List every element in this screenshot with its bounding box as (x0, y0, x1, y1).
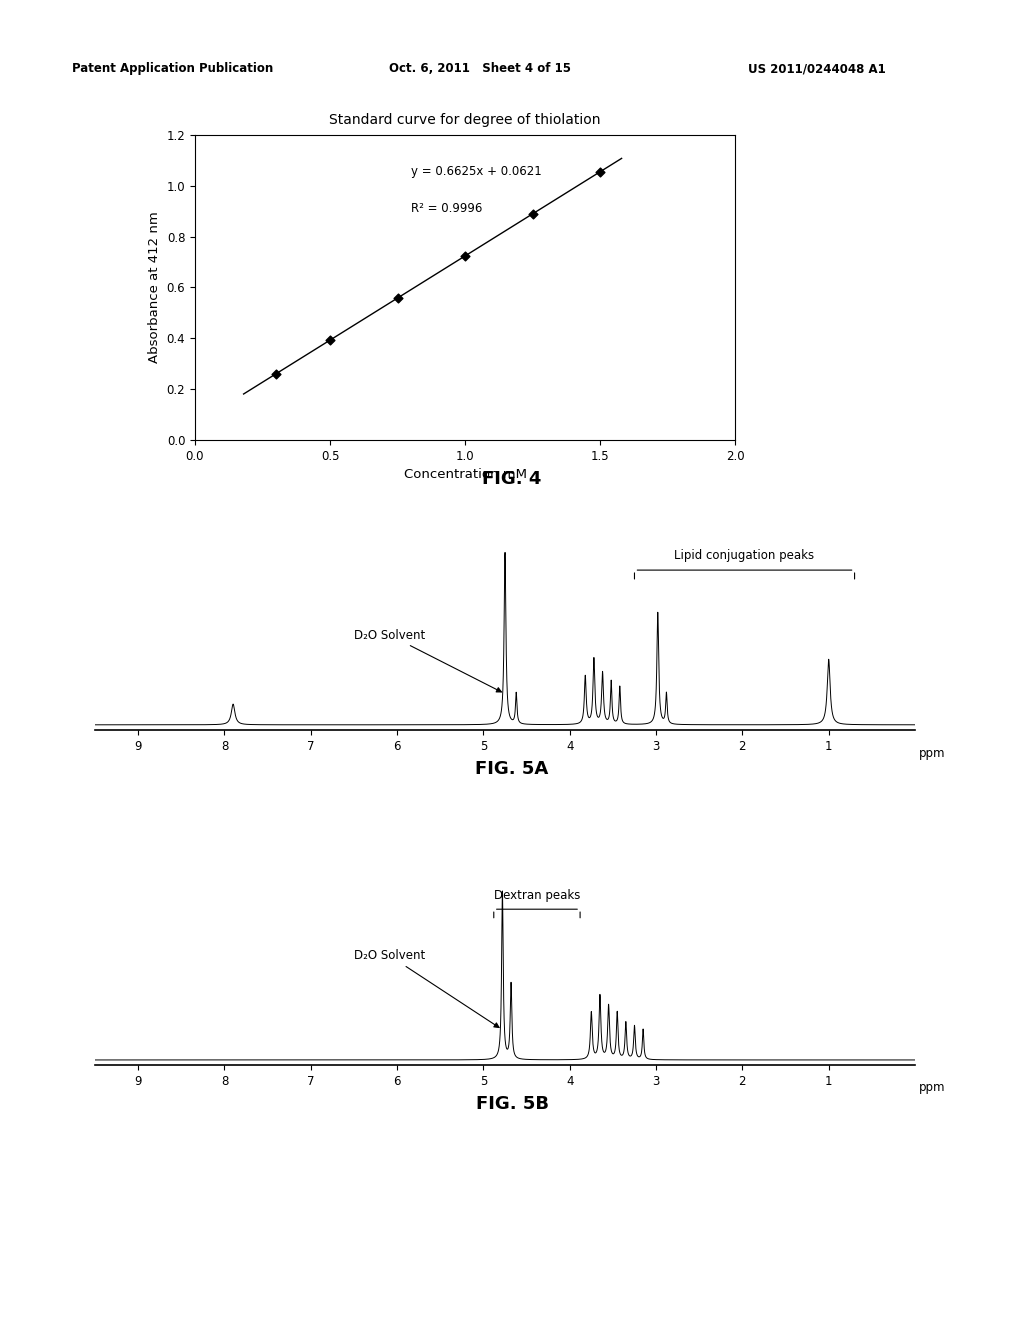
Point (457, 246, 473, 267)
Title: Standard curve for degree of thiolation: Standard curve for degree of thiolation (330, 114, 601, 127)
Text: FIG. 5A: FIG. 5A (475, 760, 549, 777)
Text: D₂O Solvent: D₂O Solvent (354, 628, 502, 692)
Text: ppm: ppm (920, 1081, 945, 1094)
Text: FIG. 5B: FIG. 5B (475, 1096, 549, 1113)
Text: ppm: ppm (920, 747, 945, 760)
Text: FIG. 4: FIG. 4 (482, 470, 542, 488)
Point (389, 288, 406, 309)
Text: US 2011/0244048 A1: US 2011/0244048 A1 (748, 62, 886, 75)
Point (268, 363, 285, 384)
Text: Dextran peaks: Dextran peaks (494, 888, 581, 902)
X-axis label: Concentration mM: Concentration mM (403, 469, 526, 482)
Text: D₂O Solvent: D₂O Solvent (354, 949, 499, 1027)
Point (592, 161, 608, 182)
Text: R² = 0.9996: R² = 0.9996 (411, 202, 482, 215)
Point (322, 329, 338, 350)
Point (524, 203, 541, 224)
Y-axis label: Absorbance at 412 nm: Absorbance at 412 nm (148, 211, 161, 363)
Text: Oct. 6, 2011   Sheet 4 of 15: Oct. 6, 2011 Sheet 4 of 15 (389, 62, 571, 75)
Text: Patent Application Publication: Patent Application Publication (72, 62, 273, 75)
Text: y = 0.6625x + 0.0621: y = 0.6625x + 0.0621 (411, 165, 542, 178)
Text: Lipid conjugation peaks: Lipid conjugation peaks (675, 549, 814, 562)
